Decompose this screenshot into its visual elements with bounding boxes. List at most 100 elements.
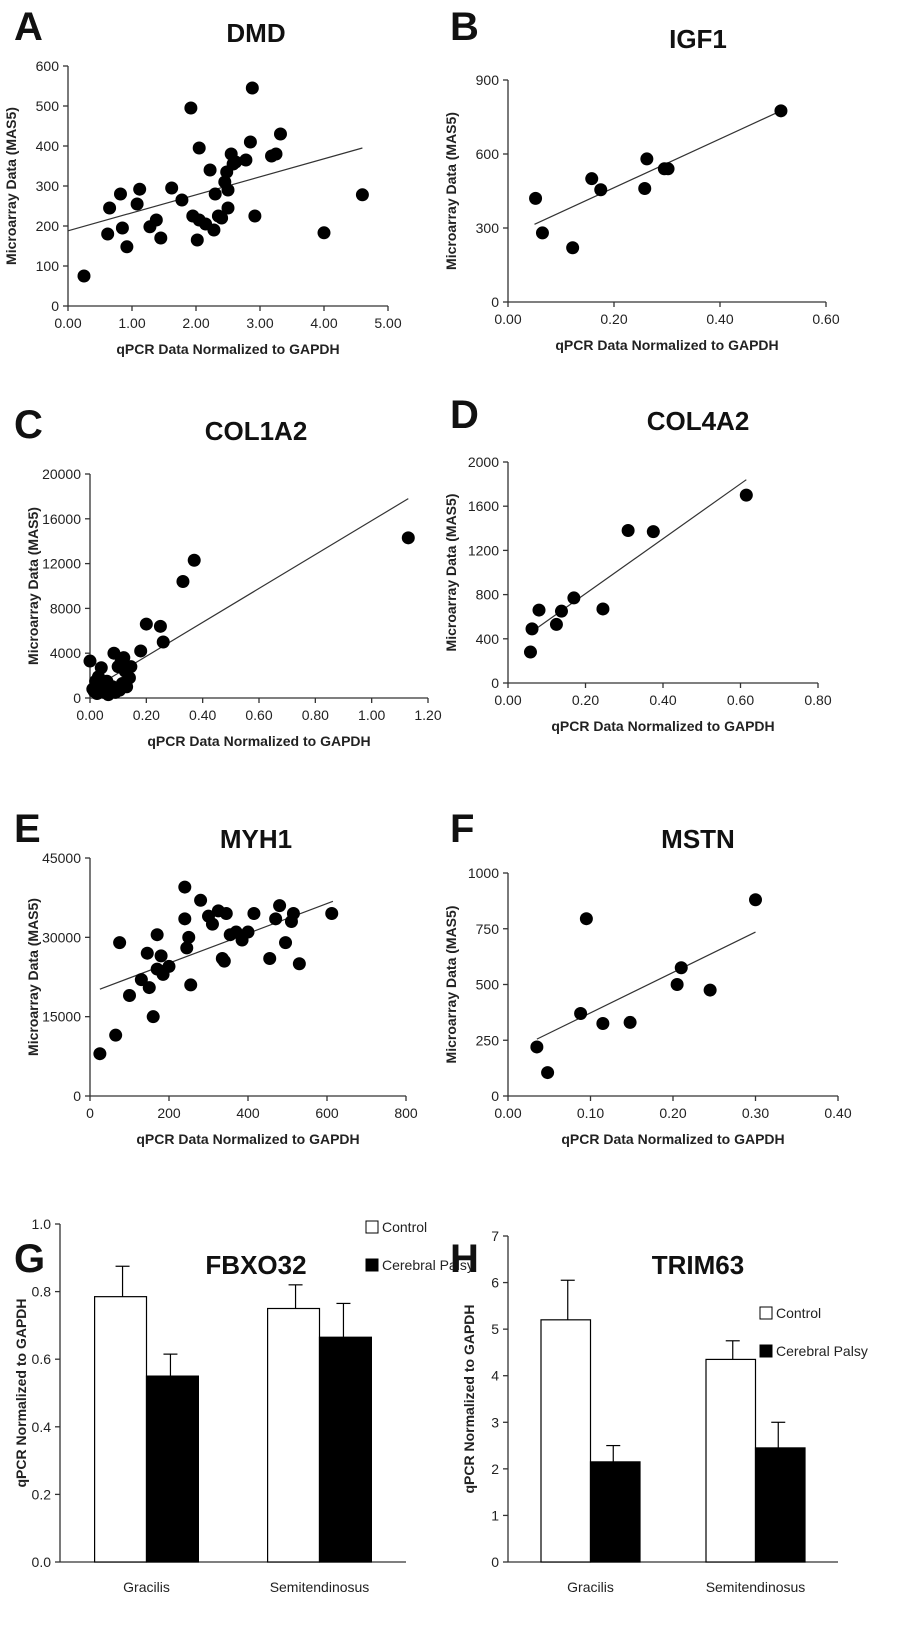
data-point	[621, 524, 635, 538]
x-tick-label: 1.20	[414, 707, 441, 723]
x-tick-label: 4.00	[310, 315, 337, 331]
y-axis-label: Microarray Data (MAS5)	[25, 507, 41, 665]
data-point	[532, 603, 546, 617]
data-point	[182, 930, 196, 944]
data-point	[176, 575, 190, 589]
y-tick-label: 3	[491, 1414, 499, 1430]
data-point	[325, 907, 339, 921]
data-point	[184, 978, 198, 992]
data-point	[317, 226, 331, 240]
data-point	[525, 622, 539, 636]
bar-control	[267, 1307, 321, 1563]
y-axis-label: qPCR Normalized to GAPDH	[461, 1304, 477, 1493]
x-tick-label: 0.00	[494, 692, 521, 708]
x-tick-label: 400	[236, 1105, 260, 1121]
x-tick-label: 1.00	[118, 315, 145, 331]
x-tick-label: 5.00	[374, 315, 401, 331]
bar-cerebral-palsy	[754, 1447, 806, 1563]
data-point	[154, 949, 168, 963]
panel-letter: G	[14, 1237, 45, 1281]
y-axis-label: Microarray Data (MAS5)	[3, 107, 19, 265]
y-tick-label: 8000	[50, 600, 81, 616]
data-point	[124, 660, 138, 674]
data-point	[273, 899, 287, 913]
trendline	[89, 498, 409, 691]
y-tick-label: 800	[476, 587, 500, 603]
x-category-label: Gracilis	[123, 1579, 170, 1595]
data-point	[113, 936, 127, 950]
x-tick-label: 600	[315, 1105, 339, 1121]
y-tick-label: 900	[476, 72, 500, 88]
data-point	[535, 226, 549, 240]
data-point	[749, 893, 762, 907]
data-point	[574, 1006, 588, 1020]
data-point	[229, 155, 243, 169]
data-point	[774, 104, 788, 118]
data-point	[178, 912, 192, 926]
y-tick-label: 0	[73, 690, 81, 706]
panel-letter: C	[14, 403, 43, 447]
x-tick-label: 800	[394, 1105, 418, 1121]
data-point	[130, 197, 144, 211]
bar-control	[93, 1296, 148, 1563]
y-tick-label: 0	[491, 675, 499, 691]
data-point	[123, 989, 136, 1003]
x-tick-label: 0.20	[600, 311, 627, 327]
x-tick-label: 0.60	[245, 707, 272, 723]
y-tick-label: 0.4	[32, 1419, 52, 1435]
data-point	[103, 201, 117, 215]
y-tick-label: 6	[491, 1275, 499, 1291]
data-point	[670, 978, 684, 991]
y-tick-label: 100	[36, 258, 60, 274]
data-point	[594, 183, 608, 197]
x-tick-label: 0.80	[804, 692, 831, 708]
data-point	[215, 211, 229, 225]
data-point	[585, 172, 599, 186]
bar-cerebral-palsy	[589, 1461, 641, 1563]
x-tick-label: 0.60	[727, 692, 754, 708]
legend-label: Control	[776, 1305, 821, 1321]
x-tick-label: 0.00	[494, 311, 521, 327]
x-tick-label: 1.00	[358, 707, 385, 723]
data-point	[243, 135, 257, 149]
x-tick-label: 0.10	[577, 1105, 604, 1121]
data-point	[109, 1028, 123, 1042]
chart-title: MSTN	[661, 824, 735, 854]
data-point	[162, 959, 176, 973]
y-tick-label: 5	[491, 1321, 499, 1337]
data-point	[241, 925, 255, 939]
y-tick-label: 0.6	[32, 1351, 52, 1367]
y-tick-label: 15000	[42, 1009, 81, 1025]
x-tick-label: 0.20	[659, 1105, 686, 1121]
chart-title: TRIM63	[652, 1250, 744, 1280]
y-tick-label: 300	[476, 220, 500, 236]
y-tick-label: 1200	[468, 542, 499, 558]
x-category-label: Semitendinosus	[270, 1579, 370, 1595]
legend-label: Cerebral Palsy	[382, 1257, 474, 1273]
data-point	[134, 644, 148, 658]
x-tick-label: 0.40	[649, 692, 676, 708]
x-category-label: Semitendinosus	[706, 1579, 806, 1595]
data-point	[149, 213, 163, 227]
data-point	[219, 907, 233, 921]
bar-control	[540, 1319, 592, 1563]
y-tick-label: 600	[36, 58, 60, 74]
data-point	[221, 201, 235, 215]
panel-c: C COL1A2 0 4000 8000 12000 16000 20000 Microarra…	[14, 403, 442, 749]
y-tick-label: 1	[491, 1507, 499, 1523]
data-point	[646, 525, 660, 539]
panel-d: D COL4A2 0 400 800 1200 1600 2000 Microarray Dat…	[443, 393, 832, 734]
y-tick-label: 2000	[468, 454, 499, 470]
chart-title: DMD	[226, 18, 285, 48]
data-point	[579, 912, 593, 926]
y-tick-label: 30000	[42, 929, 81, 945]
data-point	[139, 617, 153, 631]
x-tick-label: 0.40	[189, 707, 216, 723]
x-axis-label: qPCR Data Normalized to GAPDH	[147, 733, 370, 749]
data-point	[187, 553, 201, 567]
panel-e: E MYH1 0 15000 30000 45000 Microarray Data (MA…	[14, 807, 418, 1147]
y-tick-label: 2	[491, 1461, 499, 1477]
x-tick-label: 3.00	[246, 315, 273, 331]
y-tick-label: 20000	[42, 466, 81, 482]
